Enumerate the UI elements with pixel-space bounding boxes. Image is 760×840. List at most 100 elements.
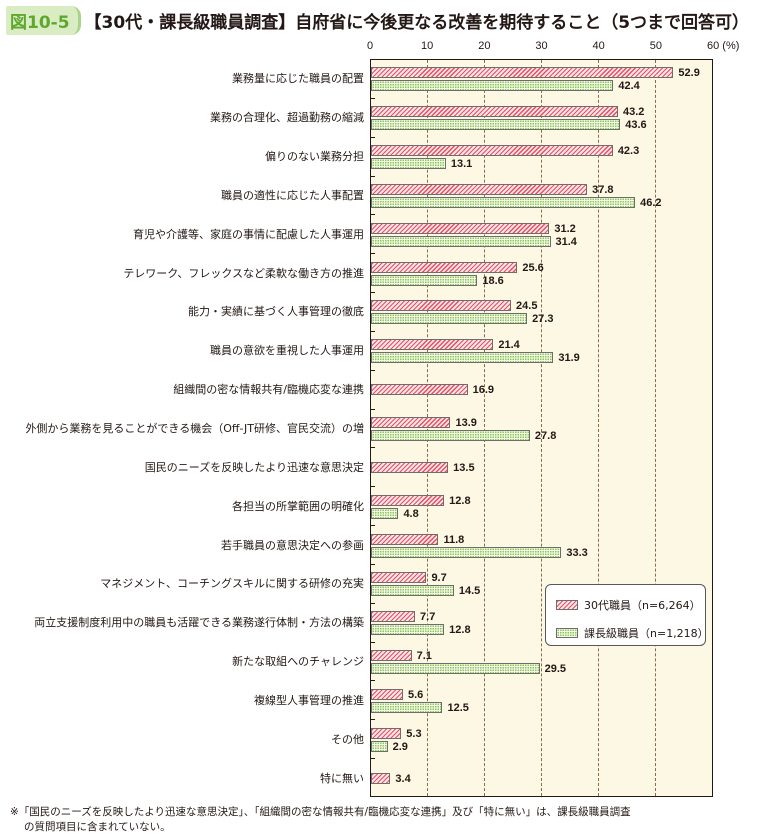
- data-label: 46.2: [640, 196, 662, 209]
- y-axis-tick: [370, 486, 375, 488]
- data-label: 7.7: [420, 611, 436, 624]
- legend-swatch-dotted-green: [556, 628, 578, 638]
- gridline: [598, 60, 600, 796]
- data-label: 52.9: [678, 67, 700, 80]
- data-label: 24.5: [516, 300, 538, 313]
- category-label: 特に無い: [320, 771, 364, 785]
- data-label: 31.9: [558, 352, 580, 365]
- bar-30s-staff: [371, 772, 391, 784]
- bar-30s-staff: [371, 688, 403, 700]
- category-label: 偏りのない業務分担: [265, 150, 364, 164]
- bar-30s-staff: [371, 417, 451, 428]
- bar-30s-staff: [371, 461, 449, 473]
- gridline: [483, 60, 485, 796]
- category-label: 複線型人事管理の推進: [254, 693, 364, 707]
- bar-30s-staff: [371, 222, 550, 234]
- y-axis-tick: [370, 175, 375, 177]
- data-label: 43.2: [622, 106, 645, 119]
- bar-30s-staff: [371, 106, 618, 118]
- bar-manager-staff: [371, 80, 614, 92]
- figure-header: 図10-5 【30代・課長級職員調査】自府省に今後更なる改善を期待すること（5つ…: [6, 5, 749, 35]
- data-label: 43.6: [625, 119, 647, 132]
- y-axis-tick: [370, 136, 375, 138]
- bar-30s-staff: [371, 339, 494, 351]
- gridline: [541, 60, 542, 796]
- y-axis-tick: [370, 253, 375, 255]
- bar-30s-staff: [371, 572, 427, 584]
- data-label: 12.8: [449, 494, 471, 507]
- data-label: 31.2: [554, 222, 576, 235]
- bar-30s-staff: [371, 727, 402, 739]
- data-label: 5.6: [408, 688, 424, 701]
- data-label: 21.4: [498, 339, 520, 352]
- data-label: 4.8: [403, 507, 419, 520]
- y-axis-tick: [370, 525, 375, 527]
- x-axis-tick-label: 30: [535, 40, 548, 52]
- bar-30s-staff: [371, 183, 588, 195]
- data-label: 13.1: [450, 158, 473, 171]
- bar-30s-staff: [371, 384, 468, 396]
- data-label: 13.9: [455, 417, 477, 429]
- legend-label: 課長級職員（n=1,218）: [584, 627, 709, 640]
- data-label: 42.4: [618, 80, 640, 93]
- category-label: 組織間の密な情報共有/臨機応変な連携: [173, 383, 364, 397]
- data-label: 5.3: [406, 727, 422, 740]
- bar-manager-staff: [371, 196, 636, 208]
- y-axis-tick: [370, 602, 375, 604]
- x-axis-tick-label: 40: [592, 40, 605, 52]
- category-label: 両立支援制度利用中の職員も活躍できる業務遂行体制・方法の構築: [34, 616, 364, 630]
- x-axis-tick-label: 60 (%): [707, 40, 740, 52]
- y-axis-tick: [370, 292, 375, 294]
- y-axis-tick: [370, 563, 375, 565]
- data-label: 9.7: [431, 572, 447, 585]
- bar-30s-staff: [371, 494, 445, 506]
- bar-30s-staff: [371, 145, 613, 157]
- data-label: 37.8: [592, 183, 614, 196]
- category-label: テレワーク、フレックスなど柔軟な働き方の推進: [123, 266, 364, 280]
- data-label: 12.8: [449, 624, 471, 637]
- legend-item-30s: 30代職員（n=6,264）: [556, 597, 701, 613]
- category-label: その他: [331, 732, 364, 746]
- data-label: 14.5: [458, 585, 481, 598]
- data-label: 13.5: [453, 461, 475, 474]
- bar-manager-staff: [371, 663, 540, 675]
- bar-manager-staff: [371, 119, 621, 131]
- bar-manager-staff: [371, 352, 554, 364]
- footnote-line-2: の質問項目に含まれていない。: [24, 821, 171, 833]
- footnote-line-1: ※「国民のニーズを反映したより迅速な意思決定」、「組織間の密な情報共有/臨機応変…: [10, 806, 631, 818]
- data-label: 31.4: [555, 235, 577, 248]
- plot-area: 52.9 42.4 43.2 43.6 42.3 13.1 37.8 46.2 31.2 31.4…: [370, 59, 713, 797]
- data-label: 18.6: [482, 274, 504, 287]
- category-label: 業務量に応じた職員の配置: [232, 72, 364, 86]
- data-label: 33.3: [566, 546, 588, 559]
- x-axis-tick-label: 0: [366, 40, 374, 52]
- y-axis-tick: [370, 408, 375, 410]
- y-axis-tick: [370, 641, 375, 643]
- bar-manager-staff: [371, 740, 388, 752]
- data-label: 3.4: [395, 772, 411, 785]
- data-label: 27.3: [532, 313, 554, 326]
- bar-manager-staff: [371, 546, 562, 558]
- data-label: 16.9: [472, 384, 495, 397]
- legend-label: 30代職員（n=6,264）: [584, 599, 701, 612]
- data-label: 42.3: [617, 145, 640, 158]
- category-label: 国民のニーズを反映したより迅速な意思決定: [144, 460, 364, 474]
- bar-30s-staff: [371, 261, 518, 273]
- category-label: 業務の合理化、超過勤務の縮減: [210, 111, 364, 125]
- category-label: 能力・実績に基づく人事管理の徹底: [188, 305, 364, 319]
- category-label: 新たな取組へのチャレンジ: [232, 655, 364, 669]
- y-axis-tick: [370, 447, 375, 449]
- bar-manager-staff: [371, 158, 446, 170]
- bar-30s-staff: [371, 300, 512, 312]
- bar-30s-staff: [371, 650, 412, 662]
- category-label: 外側から業務を見ることができる機会（Off-JT研修、官民交流）の増: [25, 422, 364, 435]
- category-label: 育児や介護等、家庭の事情に配慮した人事運用: [133, 227, 364, 241]
- data-label: 7.1: [416, 650, 432, 663]
- footnote: ※「国民のニーズを反映したより迅速な意思決定」、「組織間の密な情報共有/臨機応変…: [10, 805, 750, 835]
- bar-manager-staff: [371, 430, 530, 441]
- y-axis-tick: [370, 758, 375, 760]
- data-label: 2.9: [392, 740, 408, 753]
- y-axis-tick: [370, 680, 375, 682]
- y-axis-tick: [370, 369, 375, 371]
- bar-30s-staff: [371, 611, 416, 623]
